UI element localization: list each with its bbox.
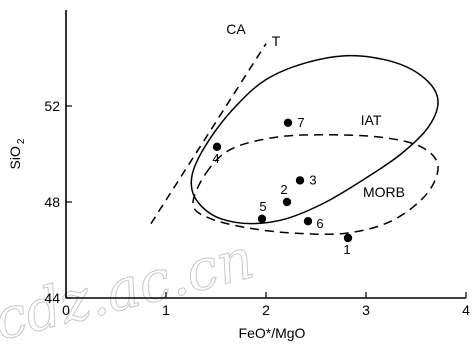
x-tick-label-2: 2: [262, 302, 270, 318]
y-axis-title: SiO 2: [7, 138, 27, 169]
points-layer: 1 2 3 4 5 6 7: [212, 115, 353, 257]
y-tick-label-48: 48: [44, 194, 60, 210]
x-tick-label-4: 4: [462, 302, 470, 318]
sample-label-6: 6: [316, 216, 323, 231]
field-label-morb: MORB: [363, 184, 405, 200]
boundary-label-t: T: [272, 33, 281, 49]
x-axis-title: FeO*/MgO: [239, 325, 306, 341]
sample-label-5: 5: [259, 199, 266, 214]
x-tick-label-0: 0: [62, 302, 70, 318]
sample-label-7: 7: [297, 115, 304, 130]
y-axis-title-main: SiO: [7, 146, 23, 169]
boundary-lines-layer: CA T: [150, 21, 281, 224]
sample-point-3: [295, 176, 305, 185]
x-tick-label-1: 1: [162, 302, 170, 318]
boundary-label-ca: CA: [226, 21, 246, 37]
sample-point-2: [282, 197, 292, 207]
y-tick-label-52: 52: [44, 98, 60, 114]
fields-layer: IAT MORB: [190, 54, 439, 236]
boundary-line-t: [150, 43, 267, 224]
sample-label-1: 1: [343, 242, 350, 257]
y-axis-title-subscript: 2: [16, 138, 27, 144]
sample-point-4: [212, 142, 222, 151]
sample-label-3: 3: [309, 172, 316, 187]
field-outline-morb: [192, 134, 439, 236]
sample-point-1: [343, 233, 353, 243]
sample-point-7: [283, 118, 293, 128]
field-outline-iat: [190, 54, 439, 225]
axes: [65, 10, 466, 299]
field-label-iat: IAT: [361, 112, 382, 128]
watermark-text: cdz.ac.cn: [0, 227, 260, 350]
sample-point-5: [257, 214, 267, 223]
x-tick-label-3: 3: [362, 302, 370, 318]
sample-label-2: 2: [280, 182, 287, 197]
sample-label-4: 4: [212, 151, 219, 166]
y-tick-label-44: 44: [44, 290, 60, 306]
sample-point-6: [303, 217, 313, 226]
